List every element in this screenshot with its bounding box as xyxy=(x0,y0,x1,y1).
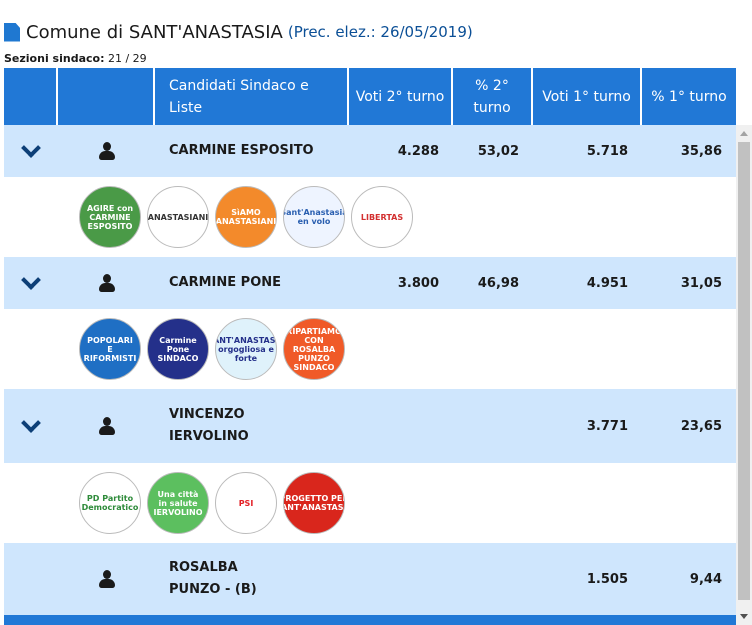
party-logo: RIPARTIAMO CON ROSALBA PUNZO SINDACO xyxy=(283,318,345,380)
document-icon xyxy=(4,22,20,42)
party-logo: SìAMO ANASTASIANI xyxy=(215,186,277,248)
chevron-down-icon[interactable] xyxy=(21,270,41,290)
candidate-row[interactable]: CARMINE ESPOSITO 4.288 53,02 5.718 35,86 xyxy=(4,125,736,177)
party-logo: ANASTASIANI xyxy=(147,186,209,248)
party-logo: POPOLARI E RIFORMISTI xyxy=(79,318,141,380)
party-logo: PD Partito Democratico xyxy=(79,472,141,534)
scroll-down-arrow-icon[interactable] xyxy=(740,614,748,619)
perc2-value xyxy=(453,543,533,615)
voti1-value: 4.951 xyxy=(586,275,628,291)
photo-cell xyxy=(58,257,155,309)
sezioni-info: Sezioni sindaco: 21 / 29 xyxy=(4,52,147,65)
chevron-down-icon[interactable] xyxy=(21,138,41,158)
user-icon xyxy=(98,417,115,435)
header-voti1: Voti 1° turno xyxy=(533,68,642,125)
chevron-down-icon[interactable] xyxy=(21,413,41,433)
party-logo: Una città in salute IERVOLINO xyxy=(147,472,209,534)
perc1-value: 9,44 xyxy=(689,571,722,587)
perc1-value: 35,86 xyxy=(680,143,722,159)
sezioni-label: Sezioni sindaco: xyxy=(4,52,105,65)
header-perc1: % 1° turno xyxy=(651,88,727,105)
party-logo: LIBERTAS xyxy=(351,186,413,248)
candidate-name: VINCENZO IERVOLINO xyxy=(169,407,249,444)
voti2-value: 4.288 xyxy=(397,143,439,159)
party-lists: AGIRE con CARMINE ESPOSITO ANASTASIANI SìA… xyxy=(4,177,736,257)
party-logo: Carmine Pone SINDACO xyxy=(147,318,209,380)
voti1-value: 5.718 xyxy=(586,143,628,159)
voti1-value: 1.505 xyxy=(586,571,628,587)
candidate-name: ROSALBA PUNZO - (B) xyxy=(169,560,257,597)
header-photo xyxy=(58,68,155,125)
header-voti2: Voti 2° turno xyxy=(349,68,453,125)
candidate-name: CARMINE PONE xyxy=(169,275,282,290)
page-title: Comune di SANT'ANASTASIA (Prec. elez.: 2… xyxy=(4,20,473,44)
candidate-name: CARMINE ESPOSITO xyxy=(169,143,314,158)
header-candidates: Candidati Sindaco e Liste xyxy=(155,68,349,125)
sezioni-value: 21 / 29 xyxy=(107,52,147,65)
party-logo: AGIRE con CARMINE ESPOSITO xyxy=(79,186,141,248)
table-header: Candidati Sindaco e Liste Voti 2° turno … xyxy=(4,68,736,125)
expand-cell[interactable] xyxy=(4,257,58,309)
photo-cell xyxy=(58,389,155,463)
party-lists: PD Partito Democratico Una città in salut… xyxy=(4,463,736,543)
candidate-row[interactable]: CARMINE PONE 3.800 46,98 4.951 31,05 xyxy=(4,257,736,309)
party-logo: Sant'Anastasia en volo xyxy=(283,186,345,248)
voti2-value: 3.800 xyxy=(397,275,439,291)
scrollbar-thumb[interactable] xyxy=(738,142,750,600)
voti1-value: 3.771 xyxy=(586,418,628,434)
user-icon xyxy=(98,274,115,292)
party-lists: POPOLARI E RIFORMISTI Carmine Pone SINDAC… xyxy=(4,309,736,389)
perc1-value: 23,65 xyxy=(680,418,722,434)
perc2-value: 53,02 xyxy=(477,143,519,159)
candidate-row[interactable]: ROSALBA PUNZO - (B) 1.505 9,44 xyxy=(4,543,736,615)
voti2-value xyxy=(349,543,453,615)
table-footer-bar xyxy=(4,615,736,625)
perc1-value: 31,05 xyxy=(680,275,722,291)
perc2-value xyxy=(453,389,533,463)
party-logo: PSI xyxy=(215,472,277,534)
user-icon xyxy=(98,570,115,588)
scrollbar[interactable] xyxy=(736,125,752,625)
previous-election-link[interactable]: (Prec. elez.: 26/05/2019) xyxy=(287,23,473,41)
header-perc2: % 2° turno xyxy=(453,68,533,125)
perc2-value: 46,98 xyxy=(477,275,519,291)
header-expand xyxy=(4,68,58,125)
user-icon xyxy=(98,142,115,160)
photo-cell xyxy=(58,125,155,177)
voti2-value xyxy=(349,389,453,463)
party-logo: PROGETTO PER SANT'ANASTASIA xyxy=(283,472,345,534)
expand-cell[interactable] xyxy=(4,125,58,177)
candidate-row[interactable]: VINCENZO IERVOLINO 3.771 23,65 xyxy=(4,389,736,463)
expand-cell xyxy=(4,543,58,615)
expand-cell[interactable] xyxy=(4,389,58,463)
comune-name: Comune di SANT'ANASTASIA xyxy=(26,21,283,43)
results-table: Candidati Sindaco e Liste Voti 2° turno … xyxy=(4,68,736,615)
photo-cell xyxy=(58,543,155,615)
scroll-up-arrow-icon[interactable] xyxy=(740,131,748,136)
party-logo: SANT'ANASTASIA orgogliosa e forte xyxy=(215,318,277,380)
